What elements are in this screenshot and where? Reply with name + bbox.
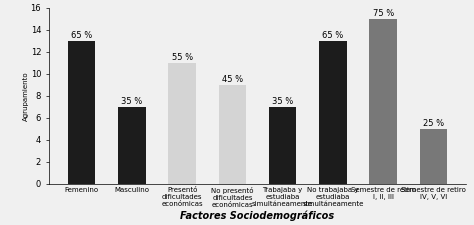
Y-axis label: Agrupamiento: Agrupamiento (23, 71, 29, 121)
Bar (269, 107, 296, 184)
Bar (419, 129, 447, 184)
Text: 35 %: 35 % (272, 97, 293, 106)
Text: 45 %: 45 % (222, 75, 243, 84)
Bar (319, 41, 347, 184)
Bar (68, 41, 95, 184)
Text: 35 %: 35 % (121, 97, 143, 106)
Bar (369, 19, 397, 184)
Bar (219, 85, 246, 184)
Bar (168, 63, 196, 184)
Text: 25 %: 25 % (423, 119, 444, 128)
X-axis label: Factores Sociodemográficos: Factores Sociodemográficos (181, 210, 335, 221)
Text: 75 %: 75 % (373, 9, 394, 18)
Text: 55 %: 55 % (172, 53, 192, 62)
Text: 65 %: 65 % (71, 31, 92, 40)
Bar (118, 107, 146, 184)
Text: 65 %: 65 % (322, 31, 344, 40)
